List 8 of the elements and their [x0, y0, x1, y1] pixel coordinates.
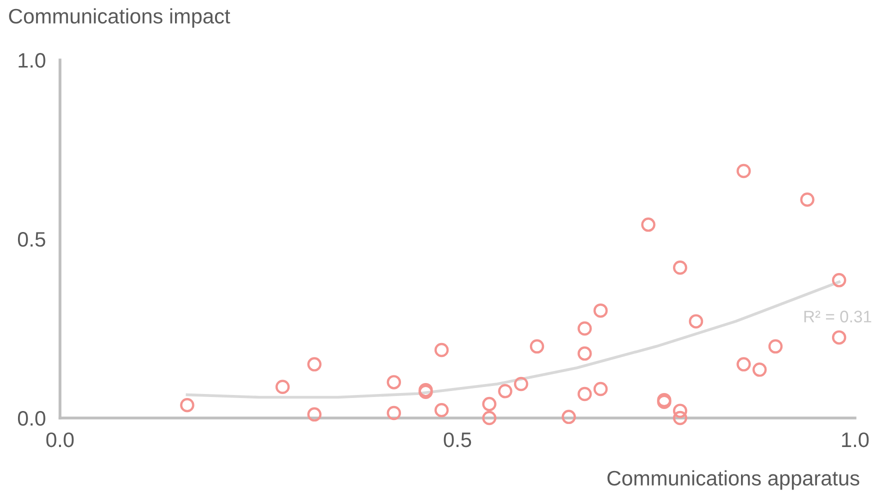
- y-tick-label: 0.5: [18, 232, 46, 247]
- y-tick-label: 0.0: [18, 411, 46, 426]
- x-tick-label: 1.0: [842, 432, 869, 448]
- y-axis-title: Communications impact: [9, 8, 230, 28]
- x-axis-title: Communications apparatus: [607, 470, 860, 490]
- x-tick-label: 0.0: [46, 432, 74, 448]
- x-tick-label: 0.5: [444, 432, 472, 448]
- y-tick-label: 1.0: [18, 53, 46, 68]
